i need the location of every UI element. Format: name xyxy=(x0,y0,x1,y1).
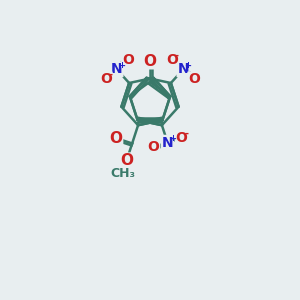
Text: +: + xyxy=(184,61,192,70)
Text: N: N xyxy=(162,136,173,150)
Text: -: - xyxy=(175,50,179,61)
Text: O: O xyxy=(166,52,178,67)
Text: +: + xyxy=(169,134,176,143)
Text: O: O xyxy=(176,131,188,145)
Text: -: - xyxy=(109,70,113,80)
Text: O: O xyxy=(188,72,200,86)
Text: +: + xyxy=(118,61,125,70)
Text: -: - xyxy=(184,129,188,139)
Text: O: O xyxy=(120,153,133,168)
Text: O: O xyxy=(122,52,134,67)
Text: O: O xyxy=(148,140,160,154)
Text: N: N xyxy=(177,62,189,76)
Text: O: O xyxy=(100,72,112,86)
Text: N: N xyxy=(111,62,123,76)
Text: O: O xyxy=(143,54,157,69)
Text: O: O xyxy=(110,130,122,146)
Text: CH₃: CH₃ xyxy=(110,167,135,180)
